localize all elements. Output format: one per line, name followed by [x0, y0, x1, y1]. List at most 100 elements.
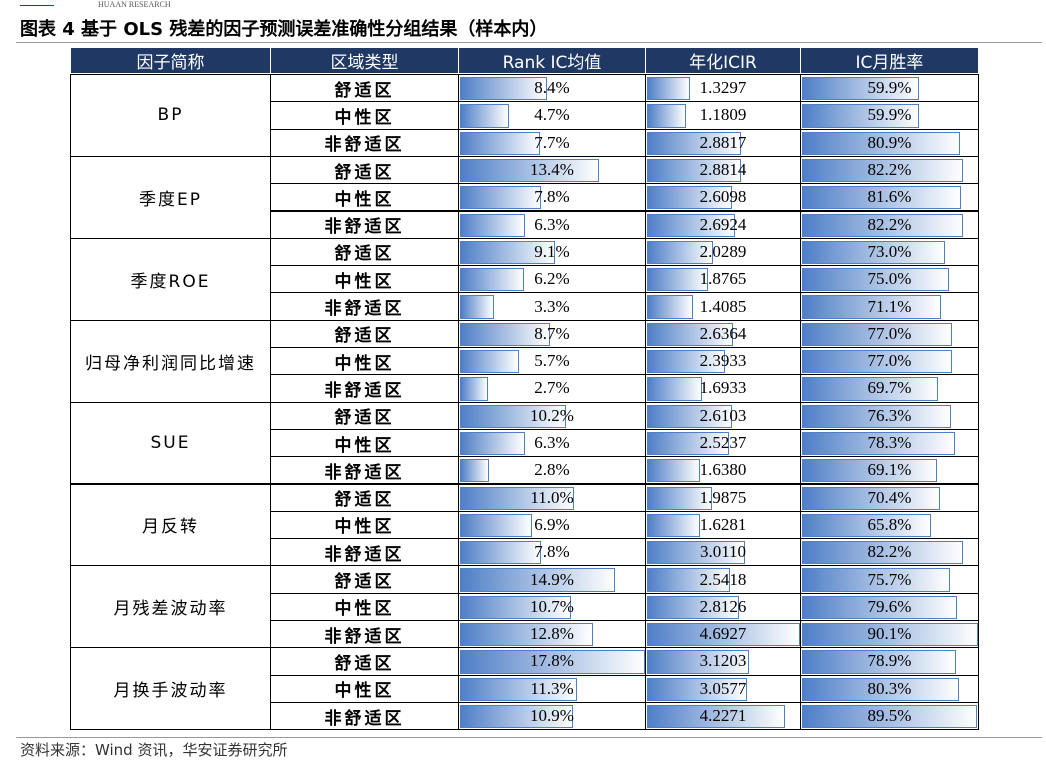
factor-cell: 月反转: [70, 483, 271, 567]
region-cell: 舒适区: [270, 319, 459, 348]
data-bar: [460, 377, 489, 401]
data-bar: [460, 158, 600, 183]
value-cell: 2.7%: [458, 374, 646, 403]
value-cell: 77.0%: [800, 319, 979, 348]
value-cell: 2.5418: [645, 565, 801, 594]
value-cell: 2.6924: [645, 210, 801, 239]
value-cell: 82.2%: [800, 538, 979, 567]
value-label: 2.6103: [699, 405, 747, 425]
source-rule: [16, 737, 1042, 738]
value-cell: 3.1203: [645, 647, 801, 676]
data-bar: [460, 650, 645, 674]
value-cell: 65.8%: [800, 510, 979, 540]
data-bar: [802, 131, 961, 155]
value-label: 4.6927: [699, 624, 747, 644]
value-cell: 4.7%: [458, 101, 646, 130]
value-cell: 90.1%: [800, 620, 979, 649]
value-cell: 2.6364: [645, 319, 801, 348]
data-bar: [647, 677, 747, 701]
factor-cell: 归母净利润同比增速: [70, 319, 271, 403]
value-label: 4.7%: [534, 105, 570, 125]
factor-cell: SUE: [70, 401, 271, 485]
data-bar: [802, 213, 963, 237]
value-cell: 1.3297: [645, 74, 801, 103]
data-bar: [802, 704, 977, 729]
value-label: 8.4%: [534, 78, 570, 98]
data-bar: [647, 650, 749, 674]
data-bar: [460, 77, 548, 101]
region-cell: 中性区: [270, 347, 459, 376]
value-cell: 8.7%: [458, 319, 646, 348]
title-rule: [16, 42, 1042, 43]
region-cell: 非舒适区: [270, 128, 459, 157]
value-cell: 3.3%: [458, 292, 646, 321]
data-bar: [647, 186, 733, 210]
value-label: 2.5418: [699, 569, 747, 589]
value-cell: 9.1%: [458, 237, 646, 267]
region-cell: 非舒适区: [270, 620, 459, 649]
value-cell: 8.4%: [458, 74, 646, 103]
value-label: 6.3%: [534, 214, 570, 234]
data-bar: [802, 486, 940, 510]
data-bar: [647, 513, 701, 538]
value-label: 82.2%: [867, 160, 912, 180]
value-label: 2.3933: [699, 351, 747, 371]
data-bar: [460, 240, 555, 265]
value-label: 81.6%: [867, 187, 912, 207]
value-cell: 75.7%: [800, 565, 979, 594]
value-label: 10.2%: [530, 405, 574, 425]
value-cell: 59.9%: [800, 101, 979, 130]
data-bar: [460, 486, 575, 510]
value-cell: 75.0%: [800, 265, 979, 294]
value-cell: 1.4085: [645, 292, 801, 321]
data-bar: [647, 404, 733, 428]
value-label: 3.1203: [699, 651, 747, 671]
value-cell: 77.0%: [800, 347, 979, 376]
region-cell: 舒适区: [270, 647, 459, 676]
data-bar: [647, 77, 691, 101]
data-bar: [460, 186, 542, 210]
title: 图表 4 基于 OLS 残差的因子预测误差准确性分组结果（样本内）: [20, 19, 548, 40]
value-cell: 89.5%: [800, 701, 979, 731]
column-header: 年化ICIR: [645, 47, 801, 74]
value-cell: 79.6%: [800, 592, 979, 621]
value-label: 2.6098: [699, 187, 747, 207]
data-bar: [802, 677, 959, 701]
value-cell: 76.3%: [800, 401, 979, 430]
factor-cell: 季度ROE: [70, 237, 271, 321]
data-bar: [460, 459, 490, 483]
data-bar: [802, 350, 953, 374]
value-label: 1.6933: [699, 378, 747, 398]
value-label: 82.2%: [867, 542, 912, 562]
value-cell: 3.0110: [645, 538, 801, 567]
value-cell: 1.1809: [645, 101, 801, 130]
value-cell: 11.0%: [458, 483, 646, 512]
region-cell: 中性区: [270, 592, 459, 621]
data-bar: [647, 350, 726, 374]
value-label: 3.3%: [534, 296, 570, 316]
value-label: 2.8814: [699, 160, 747, 180]
value-cell: 2.5237: [645, 428, 801, 458]
data-bar: [647, 431, 730, 456]
data-bar: [647, 377, 703, 401]
source: 资料来源：Wind 资讯，华安证券研究所: [20, 741, 288, 759]
value-cell: 2.6103: [645, 401, 801, 430]
data-bar: [647, 704, 785, 729]
value-cell: 2.8126: [645, 592, 801, 621]
data-bar: [802, 377, 939, 401]
value-label: 82.2%: [867, 214, 912, 234]
value-label: 59.9%: [867, 105, 912, 125]
value-cell: 4.2271: [645, 701, 801, 731]
value-label: 2.8817: [699, 132, 747, 152]
value-label: 75.7%: [867, 569, 912, 589]
region-cell: 中性区: [270, 183, 459, 212]
data-bar: [647, 486, 712, 510]
value-label: 79.6%: [867, 596, 912, 616]
value-cell: 6.2%: [458, 265, 646, 294]
data-bar: [647, 459, 701, 483]
value-cell: 7.7%: [458, 128, 646, 157]
value-label: 90.1%: [867, 624, 912, 644]
data-bar: [460, 595, 572, 619]
data-bar: [647, 268, 709, 292]
value-cell: 10.2%: [458, 401, 646, 430]
